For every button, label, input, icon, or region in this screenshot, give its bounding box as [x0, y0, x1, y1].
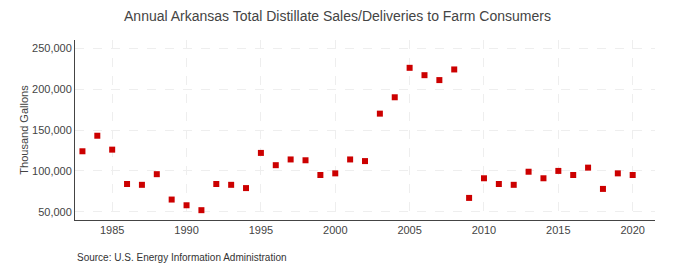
svg-text:Source: U.S. Energy Informatio: Source: U.S. Energy Information Administ… [77, 252, 287, 263]
svg-text:100,000: 100,000 [32, 165, 72, 177]
svg-text:50,000: 50,000 [38, 206, 72, 218]
svg-text:1985: 1985 [100, 224, 124, 236]
svg-text:Annual Arkansas Total Distilla: Annual Arkansas Total Distillate Sales/D… [124, 8, 551, 24]
svg-text:200,000: 200,000 [32, 83, 72, 95]
svg-text:Thousand Gallons: Thousand Gallons [18, 85, 30, 175]
svg-text:2010: 2010 [472, 224, 496, 236]
svg-text:1990: 1990 [174, 224, 198, 236]
svg-text:2005: 2005 [397, 224, 421, 236]
svg-text:2000: 2000 [323, 224, 347, 236]
svg-text:1995: 1995 [249, 224, 273, 236]
svg-text:250,000: 250,000 [32, 42, 72, 54]
svg-text:2015: 2015 [546, 224, 570, 236]
svg-text:2020: 2020 [620, 224, 644, 236]
svg-text:150,000: 150,000 [32, 124, 72, 136]
